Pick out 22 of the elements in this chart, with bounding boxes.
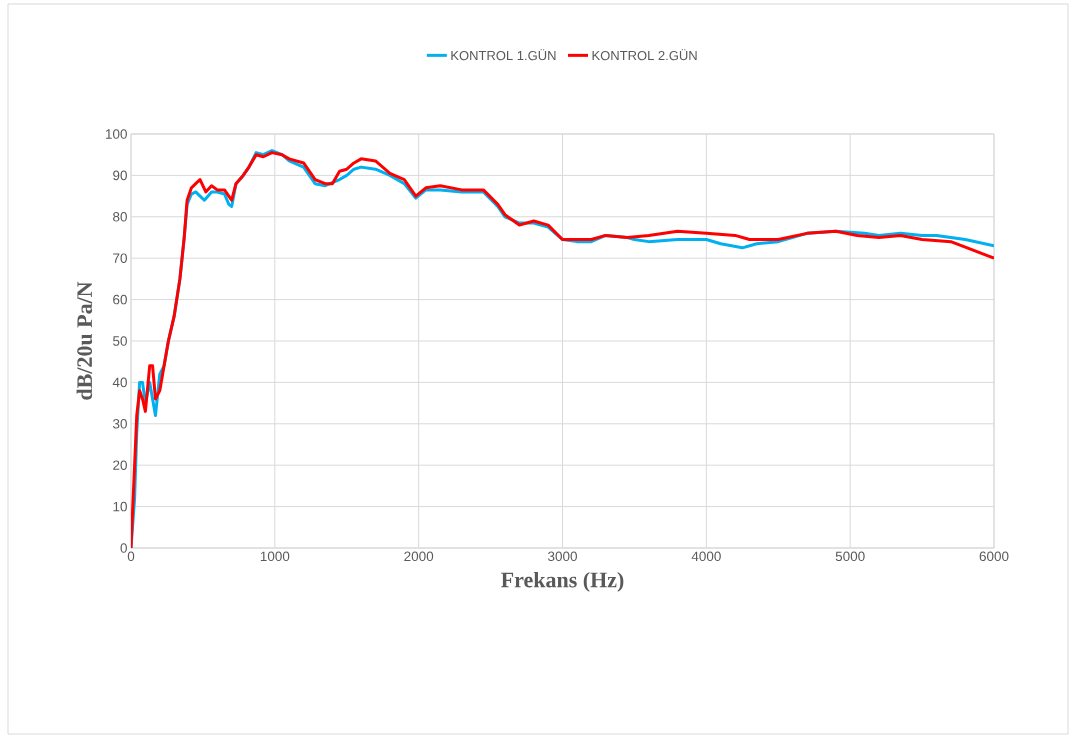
y-tick-label: 10 xyxy=(113,501,127,512)
legend-label: KONTROL 1.GÜN xyxy=(451,49,556,61)
y-tick-label: 40 xyxy=(112,377,127,388)
y-tick-label: 20 xyxy=(113,460,127,470)
x-axis-title: Frekans (Hz) xyxy=(501,571,624,592)
y-tick-label: 30 xyxy=(112,419,127,429)
y-tick-label: 60 xyxy=(113,294,127,305)
x-tick-label: 4000 xyxy=(691,551,721,562)
x-tick-label: 3000 xyxy=(548,551,577,562)
x-tick-label: 0 xyxy=(127,551,135,562)
x-tick-label: 2000 xyxy=(404,551,434,562)
y-tick-label: 0 xyxy=(120,543,127,553)
y-tick-label: 50 xyxy=(113,336,127,346)
x-tick-label: 1000 xyxy=(260,551,290,562)
x-tick-label: 6000 xyxy=(979,551,1009,562)
x-tick-label: 5000 xyxy=(835,551,865,562)
y-tick-label: 100 xyxy=(105,129,127,139)
y-tick-label: 70 xyxy=(113,253,127,263)
y-tick-label: 90 xyxy=(113,170,127,181)
y-axis-title: dB/20u Pa/N xyxy=(76,281,93,400)
y-tick-label: 80 xyxy=(113,212,127,222)
legend-label: KONTROL 2.GÜN xyxy=(592,49,697,61)
